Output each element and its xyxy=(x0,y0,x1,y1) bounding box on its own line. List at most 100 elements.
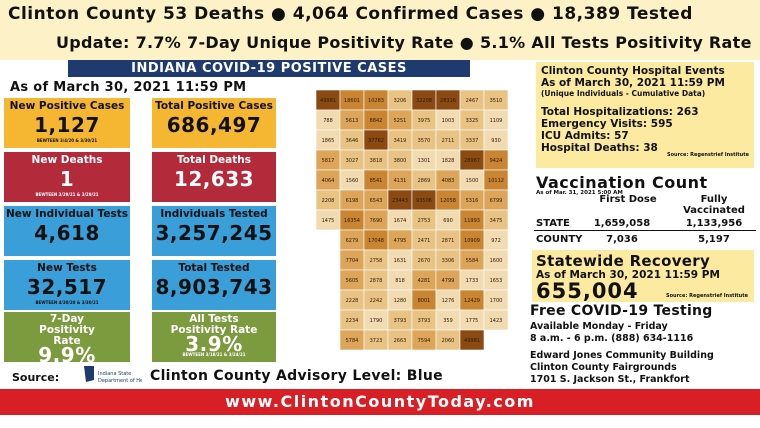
tile-label: New Tests xyxy=(37,262,97,274)
county-count-label: 28967 xyxy=(464,158,480,164)
county-count-label: 818 xyxy=(395,278,405,284)
county-count-label: 3975 xyxy=(418,118,431,124)
tile-label: Individuals Tested xyxy=(160,208,268,220)
vaccination-title: Vaccination Count xyxy=(536,173,708,192)
total-positive-cases-tile: Total Positive Cases 686,497 xyxy=(152,98,276,148)
county-count-label: 1003 xyxy=(442,118,455,124)
state-fully-vaccinated: 1,133,956 xyxy=(685,218,743,229)
county-count-label: 2471 xyxy=(418,238,431,244)
county-count-label: 16354 xyxy=(344,218,360,224)
county-count-label: 788 xyxy=(323,118,333,124)
fully-vaccinated-header: Fully Vaccinated xyxy=(683,194,745,216)
statewide-recovery-panel: Statewide Recovery As of March 30, 2021 … xyxy=(532,250,754,303)
indiana-county-map: 49981 18601 10283 3206 32208 28316 2467 3510 788… xyxy=(310,84,510,366)
county-count-label: 2753 xyxy=(418,218,431,224)
county-count-label: 2670 xyxy=(418,258,431,264)
tile-label: Total Positive Cases xyxy=(155,100,273,112)
county-count-label: 5613 xyxy=(346,118,359,124)
county-count-label: 4281 xyxy=(418,278,431,284)
county-count-label: 1600 xyxy=(490,258,503,264)
county-count-label: 37762 xyxy=(368,138,384,144)
county-count-label: 3027 xyxy=(346,158,359,164)
county-count-label: 8842 xyxy=(370,118,383,124)
county-count-label: 1790 xyxy=(370,318,383,324)
county-count-label: 4064 xyxy=(322,178,335,184)
county-count-label: 3419 xyxy=(394,138,407,144)
total-deaths-tile: Total Deaths 12,633 xyxy=(152,152,276,202)
county-count-label: 930 xyxy=(491,138,501,144)
county-count-label: 2878 xyxy=(370,278,383,284)
county-count-label: 2871 xyxy=(442,238,455,244)
county-count-label: 3646 xyxy=(346,138,359,144)
hospital-row: ICU Admits: 57 xyxy=(541,130,629,142)
tile-date-range: BEWTEEN 3/4/20 & 3/30/21 xyxy=(36,138,98,143)
county-count-label: 1301 xyxy=(418,158,431,164)
testing-venue: Clinton County Fairgrounds xyxy=(530,362,677,373)
county-count-label: 8541 xyxy=(370,178,383,184)
testing-location: Edward Jones Community Building xyxy=(530,350,714,361)
county-count-label: 5316 xyxy=(466,198,479,204)
county-count-label: 18601 xyxy=(344,98,360,104)
tile-value: 32,517 xyxy=(26,275,108,299)
county-count-label: 3723 xyxy=(370,338,383,344)
tile-label: New Positive Cases xyxy=(9,100,125,112)
county-count-label: 12429 xyxy=(464,298,480,304)
hospital-events-panel: Clinton County Hospital Events As of Mar… xyxy=(536,62,754,168)
county-count-label: 359 xyxy=(443,318,453,324)
county-count-label: 2242 xyxy=(370,298,383,304)
county-count-label: 1560 xyxy=(346,178,359,184)
county-count-label: 28316 xyxy=(440,98,456,104)
county-count-label: 972 xyxy=(491,238,501,244)
county-count-label: 6279 xyxy=(346,238,359,244)
hospital-row: Emergency Visits: 595 xyxy=(541,118,673,130)
county-count-label: 5817 xyxy=(322,158,335,164)
county-count-label: 7594 xyxy=(418,338,431,344)
county-count-label: 4131 xyxy=(394,178,407,184)
advisory-level: Clinton County Advisory Level: Blue xyxy=(150,368,443,384)
website-footer[interactable]: www.ClintonCountyToday.com xyxy=(0,389,760,415)
new-positive-cases-tile: New Positive Cases 1,127 BEWTEEN 3/4/20 … xyxy=(4,98,130,148)
county-count-label: 10283 xyxy=(368,98,384,104)
county-count-label: 5784 xyxy=(346,338,359,344)
county-count-label: 1475 xyxy=(322,218,335,224)
county-count-label: 690 xyxy=(443,218,453,224)
tile-label: Total Tested xyxy=(178,262,250,274)
hospital-title: Clinton County Hospital Events xyxy=(541,65,725,77)
county-count-label: 1631 xyxy=(394,258,407,264)
county-count-label: 10112 xyxy=(488,178,504,184)
hospital-note: (Unique Individuals - Cumulative Data) xyxy=(541,89,706,98)
svg-text:Indiana State: Indiana State xyxy=(98,371,131,377)
county-count-label: 32208 xyxy=(416,98,432,104)
county-count-label: 6543 xyxy=(370,198,383,204)
county-count-label: 8001 xyxy=(418,298,431,304)
county-count-label: 2869 xyxy=(418,178,431,184)
county-count-label: 4795 xyxy=(394,238,407,244)
county-fully-vaccinated: 5,197 xyxy=(698,234,730,245)
county-count-label: 1775 xyxy=(466,318,479,324)
county-count-label: 3510 xyxy=(490,98,503,104)
tile-value: 3,257,245 xyxy=(155,221,273,245)
county-count-label: 23443 xyxy=(392,198,408,204)
county-count-label: 2228 xyxy=(346,298,359,304)
all-tests-positivity-tile: All Tests Positivity Rate 3.9% BEWTEEN 3… xyxy=(152,312,276,362)
county-count-label: 2060 xyxy=(442,338,455,344)
header-band: Clinton County 53 Deaths ● 4,064 Confirm… xyxy=(0,0,760,60)
county-count-label: 49981 xyxy=(320,98,336,104)
county-count-label: 1109 xyxy=(490,118,503,124)
new-tests-tile: New Tests 32,517 BEWTEEN 4/30/20 & 3/30/… xyxy=(4,260,130,310)
first-dose-header: First Dose xyxy=(599,194,657,205)
county-count-label: 4799 xyxy=(442,278,455,284)
county-count-label: 3337 xyxy=(466,138,479,144)
county-count-label: 7690 xyxy=(370,218,383,224)
county-count-label: 1700 xyxy=(490,298,503,304)
testing-hours-phone: 8 a.m. - 6 p.m. (888) 634-1116 xyxy=(530,333,694,344)
tile-value: 1 xyxy=(59,167,75,191)
tile-date-range: BEWTEEN 3/18/21 & 3/24/21 xyxy=(182,352,246,357)
hospital-row: Total Hospitalizations: 263 xyxy=(541,106,699,118)
county-label: COUNTY xyxy=(536,234,583,245)
county-count-label: 1653 xyxy=(490,278,503,284)
county-count-label: 1500 xyxy=(466,178,479,184)
state-row: STATE 1,659,058 1,133,956 xyxy=(534,217,756,231)
tile-value: 12,633 xyxy=(173,167,255,191)
recovery-value: 655,004 xyxy=(536,279,639,303)
